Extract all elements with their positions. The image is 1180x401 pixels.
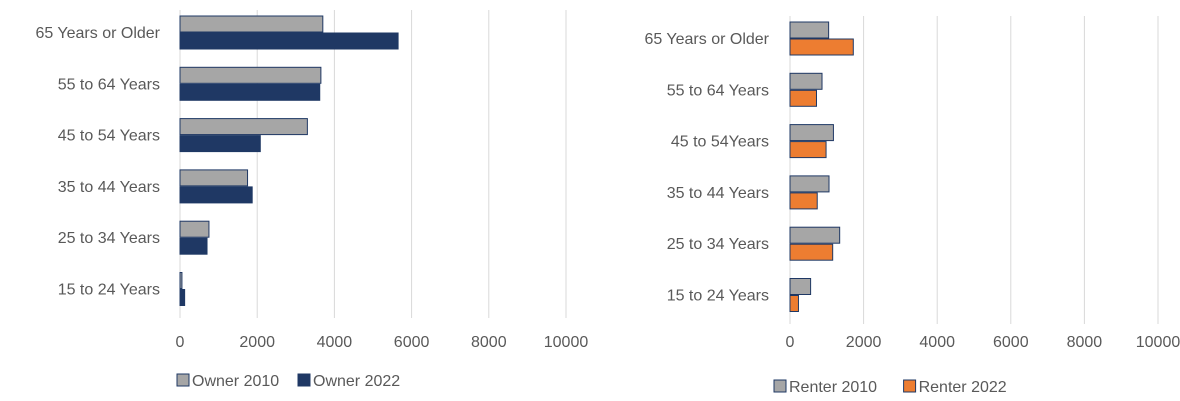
legend-swatch xyxy=(903,379,917,393)
x-tick-label: 8000 xyxy=(471,334,507,351)
bar xyxy=(179,15,324,33)
bar xyxy=(789,141,827,159)
bar xyxy=(179,272,183,289)
category-label: 65 Years or Older xyxy=(35,25,160,42)
category-label: 25 to 34 Years xyxy=(58,230,160,247)
x-tick-label: 4000 xyxy=(919,334,955,351)
bar xyxy=(179,118,308,136)
category-label: 45 to 54 Years xyxy=(58,128,160,145)
legend-label: Owner 2010 xyxy=(192,373,279,390)
bar xyxy=(789,89,817,107)
renter-chart: 0 2000 4000 6000 8000 10000 65 Years or Older 5… xyxy=(644,16,1180,396)
bar xyxy=(789,175,830,193)
bar xyxy=(789,226,841,244)
x-tick-label: 10000 xyxy=(544,334,589,351)
bar xyxy=(789,192,818,210)
category-label: 15 to 24 Years xyxy=(667,288,769,305)
x-tick-label: 2000 xyxy=(846,334,882,351)
x-tick-label: 4000 xyxy=(317,334,353,351)
x-tick-label: 2000 xyxy=(239,334,275,351)
bar xyxy=(789,295,799,312)
legend-label: Renter 2022 xyxy=(919,379,1007,396)
bar xyxy=(789,21,830,39)
bar xyxy=(179,237,208,255)
legend-label: Owner 2022 xyxy=(313,373,400,390)
bar xyxy=(789,38,854,56)
category-label: 15 to 24 Years xyxy=(58,282,160,299)
x-tick-label: 8000 xyxy=(1067,334,1103,351)
category-label: 35 to 44 Years xyxy=(58,179,160,196)
bar xyxy=(179,169,249,187)
x-tick-label: 10000 xyxy=(1136,334,1180,351)
x-tick-label: 6000 xyxy=(993,334,1029,351)
legend-label: Renter 2010 xyxy=(789,379,877,396)
category-label: 65 Years or Older xyxy=(644,31,769,48)
bar xyxy=(789,243,834,261)
legend-swatch xyxy=(176,373,190,387)
owner-chart: 0 2000 4000 6000 8000 10000 65 Years or Older 5… xyxy=(35,10,588,390)
bar xyxy=(179,186,253,204)
legend-swatch xyxy=(297,373,311,387)
x-tick-label: 6000 xyxy=(394,334,430,351)
bar xyxy=(789,124,834,142)
bar xyxy=(179,220,210,238)
bar xyxy=(789,72,823,90)
bar xyxy=(179,83,321,101)
bar xyxy=(179,289,186,306)
bar xyxy=(179,135,261,153)
x-tick-label: 0 xyxy=(786,334,795,351)
bar xyxy=(179,66,322,84)
category-label: 25 to 34 Years xyxy=(667,236,769,253)
x-tick-label: 0 xyxy=(176,334,185,351)
category-label: 55 to 64 Years xyxy=(667,82,769,99)
bar xyxy=(789,278,812,295)
category-label: 45 to 54Years xyxy=(671,134,769,151)
bar xyxy=(179,32,399,50)
legend-swatch xyxy=(773,379,787,393)
category-label: 35 to 44 Years xyxy=(667,185,769,202)
category-label: 55 to 64 Years xyxy=(58,76,160,93)
